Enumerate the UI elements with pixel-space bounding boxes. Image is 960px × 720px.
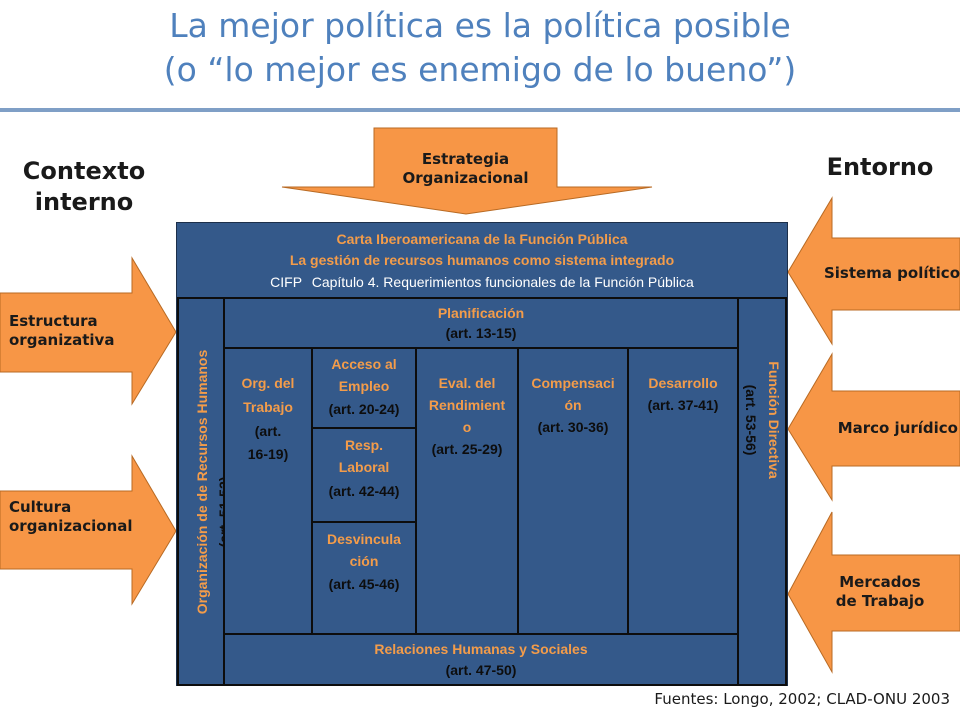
acceso-empleo-cell: Acceso al Empleo (art. 20-24) [311,347,417,429]
top-arrow-shape [281,127,653,215]
title-divider [0,108,960,112]
left-arrow-1-line-1: Estructura [9,312,98,330]
resp-line-2: Laboral [338,459,390,475]
left-arrow-label-1: Estructura organizativa [9,312,114,350]
box-header: Carta Iberoamericana de la Función Públi… [177,223,787,297]
left-arrow-label-2: Cultura organizacional [9,498,133,536]
funcion-directiva-title: Función Directiva [766,361,782,479]
right-arrow-shape-2 [787,352,960,502]
relaciones-ref: (art. 47-50) [445,662,517,678]
acceso-line-1: Acceso al [331,356,397,372]
cifp-system-box: Carta Iberoamericana de la Función Públi… [176,222,788,686]
top-arrow-line-1: Estrategia [421,150,510,168]
org-trabajo-cell: Org. del Trabajo (art. 16-19) [223,347,313,635]
desarrollo-title: Desarrollo [648,375,718,391]
compens-line-2: ón [564,397,582,413]
left-heading-line-1: Contexto [22,157,146,185]
compens-ref: (art. 30-36) [537,419,609,435]
org-trabajo-line-2: Trabajo [243,399,293,415]
top-arrow-label: Estrategia Organizacional [374,150,557,188]
desvinc-line-1: Desvincula [327,531,401,547]
header-line-3: CIFP Capítulo 4. Requerimientos funciona… [177,272,787,293]
right-heading: Entorno [826,153,934,181]
org-rrhh-column: Organización de de Recursos Humanos (art… [177,297,232,686]
top-arrow-line-2: Organizacional [402,169,529,187]
eval-line-3: o [462,419,472,435]
right-arrow-3-line-2: de Trabajo [835,592,925,610]
planificacion-ref: (art. 13-15) [445,325,517,341]
org-rrhh-title: Organización de de Recursos Humanos [194,349,210,615]
left-heading-line-2: interno [34,188,134,216]
funcion-directiva-column: Función Directiva (art. 53-56) [737,297,787,686]
org-trabajo-line-1: Org. del [241,375,295,391]
title-line-2: (o “lo mejor es enemigo de lo bueno”) [163,50,797,89]
eval-line-1: Eval. del [438,375,496,391]
header-line-1: Carta Iberoamericana de la Función Públi… [336,231,628,247]
eval-ref: (art. 25-29) [431,441,503,457]
right-arrow-shape-3 [787,511,960,674]
right-arrow-3-line-1: Mercados [839,573,921,591]
relaciones-cell: Relaciones Humanas y Sociales (art. 47-5… [223,633,739,686]
right-arrow-label-2: Marco jurídico [837,419,958,437]
desvinc-line-2: ción [349,553,379,569]
header-line-2: La gestión de recursos humanos como sist… [289,252,675,268]
acceso-line-2: Empleo [338,378,390,394]
right-arrow-shape-1 [787,196,960,346]
planificacion-title: Planificación [437,305,525,321]
resp-ref: (art. 42-44) [328,483,400,499]
funcion-directiva-ref: (art. 53-56) [743,384,759,456]
right-arrow-label-3: Mercados de Trabajo [800,573,960,611]
eval-rendimiento-cell: Eval. del Rendimient o (art. 25-29) [415,347,519,635]
compens-line-1: Compensaci [531,375,615,391]
relaciones-title: Relaciones Humanas y Sociales [374,641,588,657]
header-chapter: Capítulo 4. Requerimientos funcionales d… [311,274,694,290]
resp-laboral-cell: Resp. Laboral (art. 42-44) [311,427,417,523]
title-line-1: La mejor política es la política posible [169,6,791,45]
eval-line-2: Rendimient [428,397,506,413]
left-arrow-2-line-1: Cultura [9,498,72,516]
left-heading: Contexto interno [4,156,164,218]
right-arrow-label-1: Sistema político [823,264,960,282]
resp-line-1: Resp. [344,437,384,453]
left-arrow-shape-2 [0,454,177,606]
header-cifp: CIFP [270,274,302,290]
acceso-ref: (art. 20-24) [328,401,400,417]
left-arrow-2-line-2: organizacional [9,517,133,535]
source-note: Fuentes: Longo, 2002; CLAD-ONU 2003 [654,690,950,708]
left-arrow-1-line-2: organizativa [9,331,115,349]
desvinc-ref: (art. 45-46) [328,576,400,592]
desvinculacion-cell: Desvincula ción (art. 45-46) [311,521,417,635]
desarrollo-ref: (art. 37-41) [647,397,719,413]
compensacion-cell: Compensaci ón (art. 30-36) [517,347,629,635]
org-trabajo-line-4: 16-19) [247,446,289,462]
org-trabajo-line-3: (art. [254,423,282,439]
left-arrow-shape-1 [0,256,177,406]
desarrollo-cell: Desarrollo (art. 37-41) [627,347,739,635]
planificacion-cell: Planificación (art. 13-15) [223,297,739,349]
